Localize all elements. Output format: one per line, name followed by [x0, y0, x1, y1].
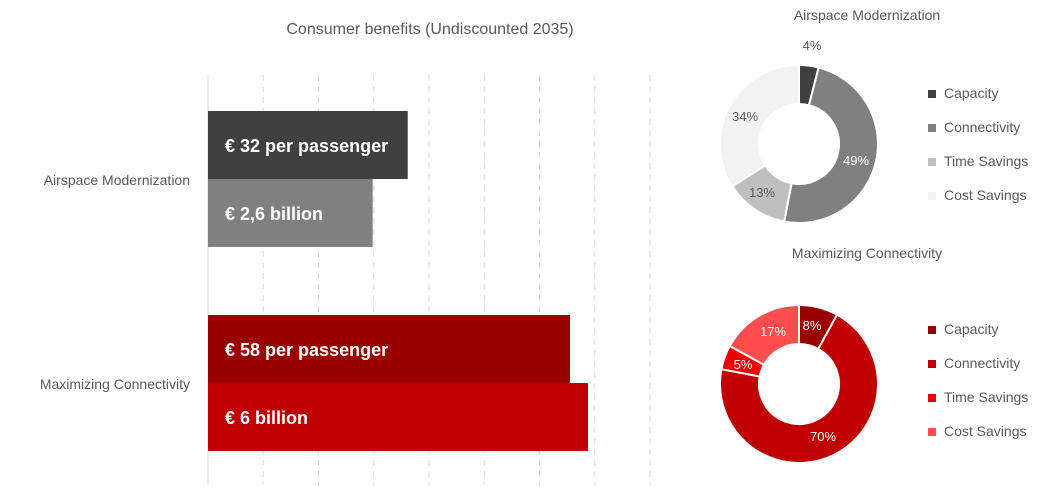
bar: [208, 179, 373, 247]
legend-swatch: [928, 428, 936, 436]
bar-data-label: € 2,6 billion: [225, 204, 323, 224]
legend-swatch: [928, 192, 936, 200]
bar-category-label: Airspace Modernization: [44, 172, 190, 188]
legend-label: Connectivity: [944, 119, 1020, 135]
bar-chart-title: Consumer benefits (Undiscounted 2035): [286, 21, 573, 38]
donut-value-label: 49%: [843, 153, 869, 168]
donut-slice: [728, 303, 800, 367]
legend-swatch: [928, 124, 936, 132]
donut-value-label: 5%: [734, 357, 753, 372]
donut-value-label: 8%: [803, 318, 822, 333]
bar-chart: Consumer benefits (Undiscounted 2035) Ai…: [40, 21, 651, 485]
donut-title-airspace: Airspace Modernization: [794, 7, 940, 23]
donut-value-label: 4%: [803, 38, 822, 53]
bar-data-label: € 6 billion: [225, 408, 308, 428]
legend-label: Time Savings: [944, 389, 1028, 405]
bar-data-label: € 58 per passenger: [225, 340, 388, 360]
legend-label: Capacity: [944, 321, 998, 337]
donut-value-label: 17%: [760, 324, 786, 339]
bar: [208, 315, 570, 383]
donut-value-label: 13%: [749, 185, 775, 200]
legend-swatch: [928, 90, 936, 98]
bar: [208, 383, 588, 451]
legend-label: Cost Savings: [944, 187, 1026, 203]
donut-slice: [719, 313, 879, 464]
legend-label: Connectivity: [944, 355, 1020, 371]
legend-swatch: [928, 158, 936, 166]
donut-value-label: 34%: [732, 109, 758, 124]
legend-swatch: [928, 360, 936, 368]
donut-title-connectivity: Maximizing Connectivity: [792, 245, 942, 261]
legend-label: Cost Savings: [944, 423, 1026, 439]
donut-slice: [783, 66, 879, 224]
bar: [208, 111, 408, 179]
bar-category-label: Maximizing Connectivity: [40, 376, 190, 392]
donut-chart-connectivity: Maximizing Connectivity 8% 70% 5% 17% Capac…: [719, 245, 1028, 464]
donut-slice: [719, 63, 800, 188]
donut-value-label: 70%: [810, 429, 836, 444]
donut-chart-airspace: Airspace Modernization 4% 49% 13% 34% Capac…: [719, 7, 1028, 224]
bar-rows: Airspace Modernization € 32 per passenger…: [40, 111, 588, 451]
legend-label: Capacity: [944, 85, 998, 101]
legend-swatch: [928, 394, 936, 402]
legend-label: Time Savings: [944, 153, 1028, 169]
bar-data-label: € 32 per passenger: [225, 136, 388, 156]
legend-swatch: [928, 326, 936, 334]
